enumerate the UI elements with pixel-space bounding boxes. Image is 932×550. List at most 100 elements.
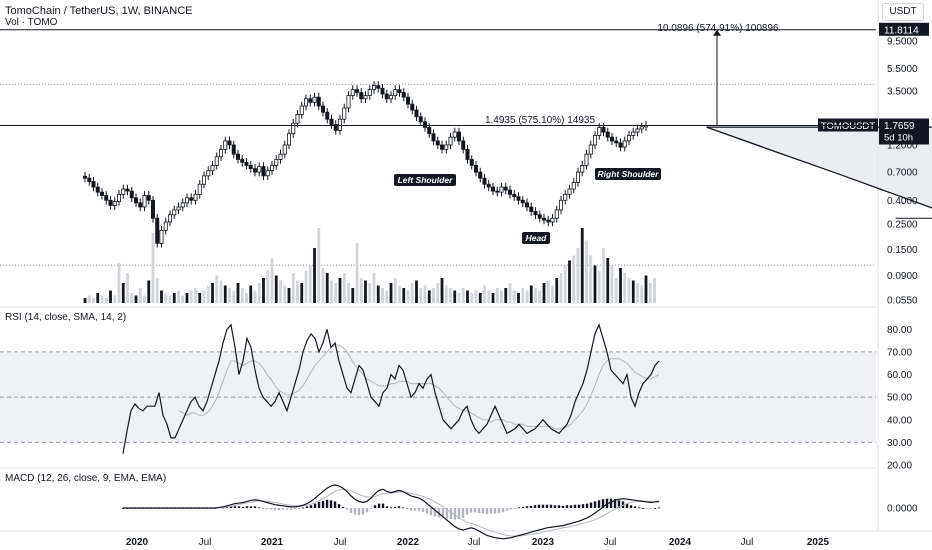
time-tick-label: 2022 [397, 537, 420, 548]
volume-bar [177, 290, 180, 303]
candle-body [150, 199, 155, 219]
macd-histogram-bar [413, 508, 417, 511]
price-axis: 17.50009.50005.50003.50001.20000.70000.4… [126, 6, 929, 548]
macd-histogram-bar [249, 506, 253, 508]
macd-histogram-bar [549, 504, 553, 508]
macd-histogram-bar [585, 503, 589, 508]
volume-bar [415, 280, 418, 303]
volume-bar [500, 290, 503, 303]
macd-signal-line [123, 488, 659, 537]
macd-histogram-bar [625, 503, 629, 508]
rsi-line [122, 323, 660, 454]
macd-histogram-bar [365, 508, 369, 513]
volume-bar [121, 283, 125, 303]
candle-body [384, 93, 389, 100]
macd-histogram-bar [601, 499, 605, 508]
macd-histogram-bar [401, 507, 405, 509]
candle-body [248, 164, 253, 170]
rsi-label[interactable]: RSI (14, close, SMA, 14, 2) [5, 312, 127, 323]
price-tick-label: 1.2000 [887, 140, 918, 151]
candle-body [571, 182, 576, 190]
candle-body [605, 131, 610, 138]
macd-histogram-bar [357, 508, 361, 516]
candle-body [176, 206, 181, 211]
macd-histogram-bar [273, 508, 277, 511]
volume-bar [270, 258, 274, 303]
candle-body [257, 166, 262, 173]
candle-body [580, 164, 585, 173]
candle-body [350, 89, 355, 96]
volume-bar [644, 275, 648, 303]
macd-histogram-bar [393, 506, 397, 508]
macd-histogram-bar [465, 508, 469, 515]
time-tick-label: 2021 [261, 537, 284, 548]
macd-histogram-bar [553, 505, 557, 508]
currency-button[interactable]: USDT [882, 3, 924, 21]
candle-body [197, 183, 202, 195]
candle-body [223, 140, 228, 150]
macd-histogram-bar [245, 506, 249, 508]
candle-body [261, 166, 266, 177]
candle-body [431, 133, 436, 142]
candle-body [172, 209, 177, 216]
pattern-tag-label: Left Shoulder [398, 175, 453, 185]
volume-bar [117, 263, 121, 303]
candle-body [337, 118, 342, 131]
candle-body [125, 188, 130, 192]
volume-bar [534, 288, 537, 303]
macd-histogram-bar [565, 505, 569, 508]
candle-body [507, 189, 512, 195]
symbol-title[interactable]: TomoChain / TetherUS, 1W, BINANCE [5, 5, 193, 17]
rsi-tick-label: 50.00 [887, 393, 912, 404]
macd-label[interactable]: MACD (12, 26, close, 9, EMA, EMA) [5, 473, 167, 484]
volume-bar [619, 268, 622, 303]
volume-bar [368, 283, 372, 303]
candle-body [155, 217, 160, 244]
macd-histogram-bar [373, 505, 377, 508]
macd-histogram-bar [421, 508, 425, 512]
macd-histogram-bar [441, 508, 445, 518]
candle-body [525, 202, 530, 208]
volume-bar [351, 288, 355, 303]
macd-histogram-bar [525, 506, 529, 508]
macd-histogram-bar [593, 501, 597, 508]
volume-bar [194, 288, 197, 303]
volume-bar [436, 283, 440, 303]
candle-body [410, 103, 415, 111]
candle-body [486, 183, 491, 188]
candle-body [537, 214, 542, 219]
volume-bar [347, 283, 350, 303]
pattern-tag [522, 232, 550, 244]
volume-bar [355, 243, 359, 303]
macd-histogram-bar [621, 501, 625, 508]
candle-body [316, 96, 321, 107]
macd-histogram-bar [385, 506, 389, 508]
volume-bar [147, 280, 151, 303]
volume-bar [334, 283, 338, 303]
macd-histogram-bar [301, 507, 305, 509]
volume-bar [576, 248, 580, 303]
volume-bar [461, 288, 465, 303]
volume-bar [206, 285, 210, 303]
volume-bar [104, 298, 108, 303]
candle-body [469, 159, 474, 166]
volume-bar [606, 258, 610, 303]
volume-bar [83, 298, 87, 303]
candle-body [418, 116, 423, 123]
candle-body [129, 190, 134, 199]
rsi-tick-label: 30.00 [887, 438, 912, 449]
candle-body [227, 140, 232, 146]
candle-body [550, 217, 555, 223]
volume-bar [568, 260, 571, 303]
volume-bar [602, 248, 605, 303]
candle-body [405, 96, 410, 105]
volume-bar [631, 280, 635, 303]
volume-bar [427, 290, 431, 303]
candle-body [367, 89, 372, 96]
macd-histogram-bar [353, 508, 357, 515]
macd-histogram-bar [617, 500, 621, 508]
candle-body [231, 144, 236, 155]
macd-histogram-bar [305, 506, 309, 508]
volume-bar [551, 285, 554, 303]
